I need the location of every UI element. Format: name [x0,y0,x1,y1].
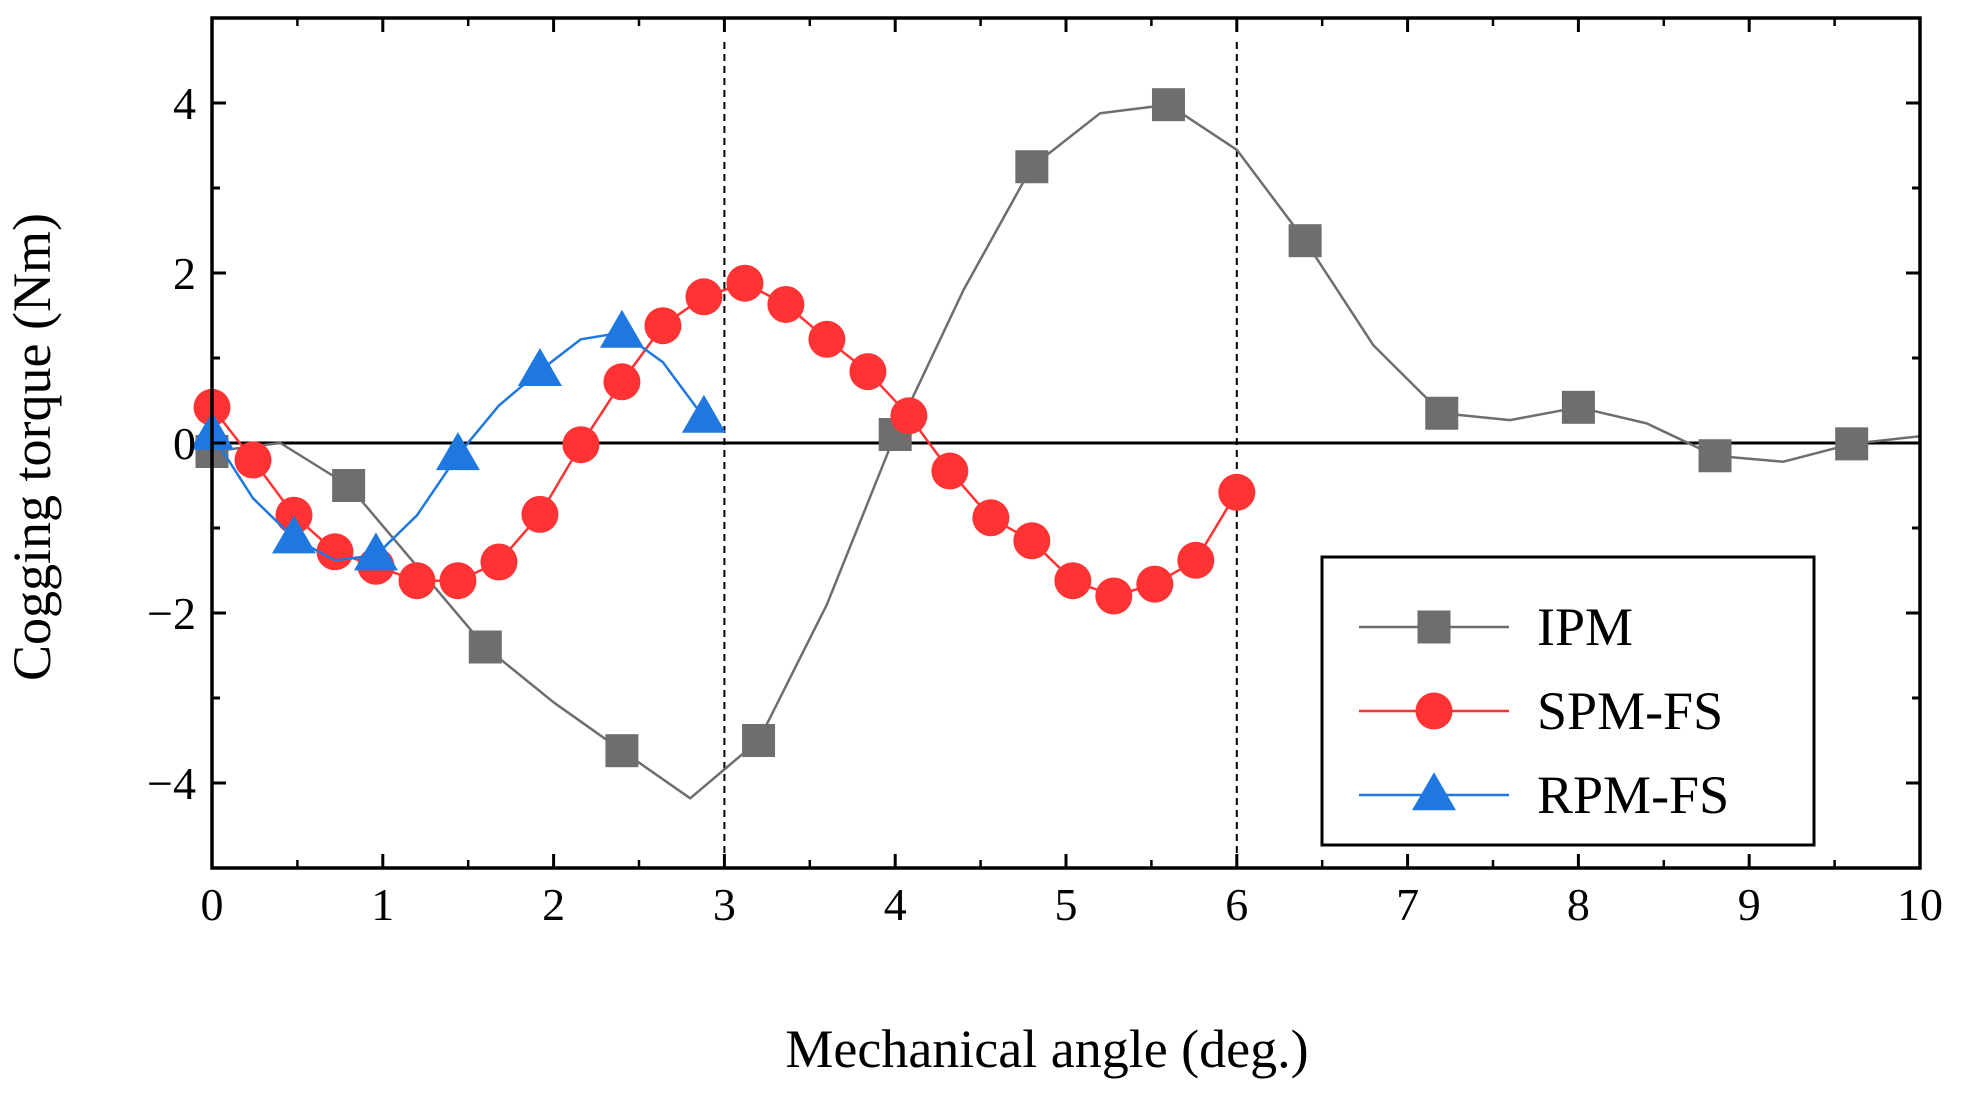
rpm-fs-point [353,532,398,571]
y-tick-label: 2 [173,248,196,299]
spm-fs-point [480,543,518,581]
rpm-fs-point [681,394,726,433]
spm-fs-point [603,363,641,401]
ipm-point [1835,427,1869,461]
x-tick-label: 9 [1738,879,1761,930]
ipm-point [1698,439,1732,473]
ipm-point [332,469,366,502]
legend-label: RPM-FS [1537,765,1729,825]
spm-fs-point [726,264,764,302]
spm-fs-point [767,285,805,323]
series-rpm-fs [190,309,726,571]
y-tick-label: 4 [173,78,196,129]
spm-fs-point [521,495,559,533]
x-tick-label: 2 [542,879,565,930]
legend-item-rpm-fs: RPM-FS [1359,765,1729,825]
ipm-point [1015,150,1049,184]
y-tick-label: −4 [147,758,196,809]
x-axis-title: Mechanical angle (deg.) [785,1019,1308,1079]
spm-fs-point [849,353,887,391]
spm-fs-point [1177,541,1215,579]
legend-box [1320,555,1816,847]
spm-fs-point [644,307,682,345]
ipm-point [1561,390,1595,424]
spm-fs-point [890,397,928,435]
y-axis-title: Cogging torque (Nm) [2,213,62,681]
spm-fs-point [1054,562,1092,600]
legend-swatch-marker [1415,692,1453,730]
y-tick-label: 0 [173,418,196,469]
spm-fs-point [685,278,723,316]
rpm-fs-point [517,347,562,386]
spm-fs-point [972,499,1010,537]
spm-fs-point [562,426,600,464]
x-tick-label: 8 [1567,879,1590,930]
legend-label: IPM [1537,597,1633,657]
legend-swatch-marker [1417,610,1451,644]
spm-fs-point [275,496,313,534]
spm-fs-point [234,441,272,479]
axes: 0 1 2 3 4 5 6 7 8 9 10 −4 −2 0 2 4 [147,16,1943,930]
data-series [190,88,1921,800]
ipm-point [468,630,502,664]
x-tick-label: 5 [1055,879,1078,930]
y-tick-label: −2 [147,588,196,639]
reference-lines [212,42,1920,868]
spm-fs-point [1136,565,1174,603]
x-tick-label: 4 [884,879,907,930]
spm-fs-point [1013,522,1051,560]
rpm-fs-point [435,432,480,471]
spm-fs-point [931,452,969,490]
legend: IPM SPM-FS RPM-FS [1320,555,1816,847]
rpm-fs-point [271,515,316,554]
series-spm-fs [193,264,1256,615]
ipm-point [605,734,639,768]
ipm-point [1288,224,1322,258]
legend-item-spm-fs: SPM-FS [1359,681,1723,741]
legend-swatch-marker [1412,772,1456,811]
x-tick-label: 6 [1225,879,1248,930]
x-tick-label: 10 [1897,879,1943,930]
x-tick-label: 3 [713,879,736,930]
spm-fs-point [808,320,846,358]
spm-fs-point [439,562,477,600]
x-tick-label: 7 [1396,879,1419,930]
legend-label: SPM-FS [1537,681,1723,741]
x-tick-label: 1 [371,879,394,930]
ipm-point [742,724,776,757]
x-tick-label: 0 [201,879,224,930]
ipm-point [1425,396,1459,430]
spm-fs-point [1218,473,1256,511]
spm-fs-point [398,562,436,600]
spm-fs-point [316,533,354,571]
rpm-fs-point [599,309,644,348]
legend-item-ipm: IPM [1359,597,1633,657]
ipm-point [1151,88,1185,122]
spm-fs-point [1095,577,1133,615]
